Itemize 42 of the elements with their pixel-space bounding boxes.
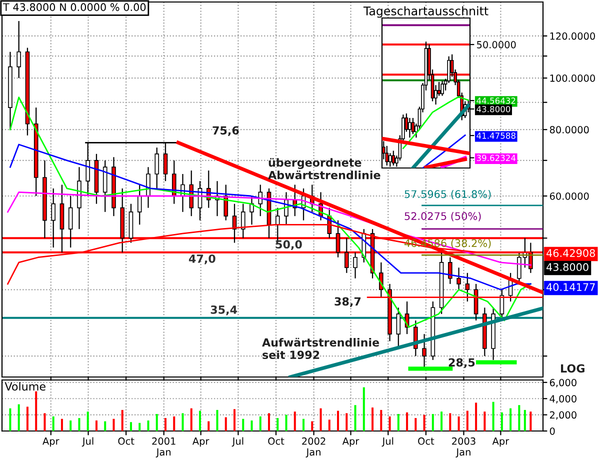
y-tick-label: 100.0000 xyxy=(550,74,595,82)
chart-title: Volume xyxy=(4,382,46,391)
x-tick-label: Oct xyxy=(118,437,134,445)
annotation: 28,5 xyxy=(448,358,475,368)
x-tick-label: Jul xyxy=(232,437,244,447)
y-tick-label: 2,000 xyxy=(550,411,576,420)
annotation: T 43.8000 N 0.0000 % 0.00 xyxy=(2,3,146,12)
x-tick-label: 2001 Jan xyxy=(152,437,176,458)
annotation: übergeordnete Abwärtstrendlinie xyxy=(268,158,380,180)
chart-title: Tageschartausschnitt xyxy=(363,6,488,18)
annotation: 75,6 xyxy=(212,126,239,136)
y-tick-label: 43.8000 xyxy=(476,106,510,112)
x-tick-label: 2003 Jan xyxy=(452,437,476,458)
x-tick-label: 2002 Jan xyxy=(302,437,326,458)
y-tick-label: 6,000 xyxy=(550,378,576,388)
x-tick-label: Apr xyxy=(492,438,510,447)
x-tick-label: Jul xyxy=(382,437,394,447)
text: 46.42908 xyxy=(546,249,595,258)
x-tick-label: Oct xyxy=(418,437,434,445)
annotation: 38,7 xyxy=(334,297,361,308)
y-tick-label: 4,000 xyxy=(550,395,576,404)
y-tick-label: 44.56432 xyxy=(476,98,516,104)
annotation: Aufwärtstrendlinie seit 1992 xyxy=(262,338,380,360)
x-tick-label: Apr xyxy=(42,438,60,447)
y-tick-label: 50.0000 xyxy=(477,41,516,48)
y-tick-label: 60.0000 xyxy=(550,192,589,200)
y-tick-label: 39.62324 xyxy=(476,154,516,162)
y-tick-label: 80.0000 xyxy=(550,126,589,134)
annotation: 57.5965 (61.8%) xyxy=(404,190,491,200)
ref-line-label: 47,0 xyxy=(188,254,216,264)
y-tick-label: 41.47588 xyxy=(476,132,516,139)
x-tick-label: Jul xyxy=(82,437,94,447)
x-tick-label: Apr xyxy=(342,438,360,447)
y-tick-label: 0 xyxy=(550,427,555,435)
annotation: 52.0275 (50%) xyxy=(404,212,481,222)
x-tick-label: Apr xyxy=(192,438,210,447)
text: 40.14177 xyxy=(546,283,595,292)
ref-line-label: 35,4 xyxy=(210,305,238,316)
ref-line-label: 50,0 xyxy=(276,240,302,250)
x-tick-label: Oct xyxy=(268,437,284,445)
text: LOG xyxy=(561,364,584,373)
y-tick-label: 120.0000 xyxy=(550,32,595,40)
